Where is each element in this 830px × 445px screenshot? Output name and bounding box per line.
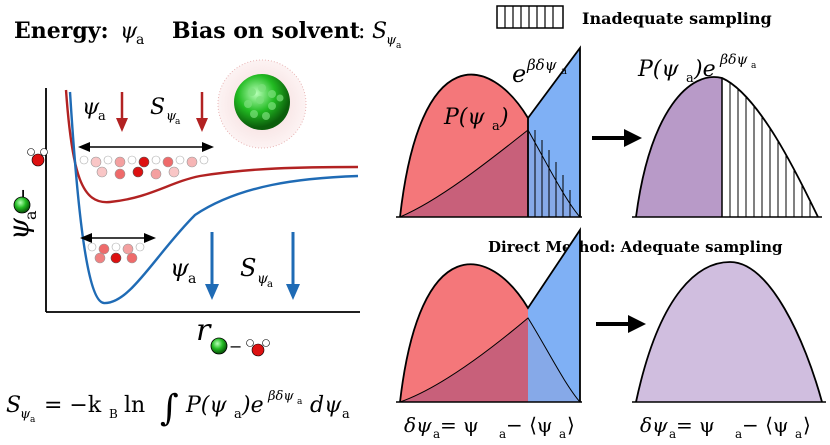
p-label: P(ψ	[443, 105, 485, 130]
bias-colon: :	[358, 19, 365, 44]
red-psi-label: ψ	[82, 95, 100, 120]
p-label-close: )	[499, 105, 509, 130]
blue-psi-sub: a	[188, 271, 196, 287]
lower-water-row	[87, 242, 145, 264]
top-left-hatching	[534, 130, 571, 217]
svg-text:δψ: δψ	[640, 413, 668, 437]
energy-label: Energy:	[14, 18, 109, 44]
formula-lhs: S	[6, 393, 21, 418]
formula-p: P(ψ	[185, 393, 227, 418]
formula-exp-sub: a	[297, 397, 303, 407]
formula-eq: = −k	[44, 393, 102, 418]
bias-subscript-a: a	[396, 41, 402, 51]
svg-text:a: a	[433, 427, 440, 441]
formula-p-close: )e	[241, 393, 264, 418]
exp-sup-sub: a	[561, 66, 567, 77]
svg-text:a: a	[559, 427, 566, 441]
reweighted-label-sup-sub: a	[751, 61, 757, 71]
svg-text:= ψ: = ψ	[676, 413, 715, 437]
bottom-left-distribution-panel	[396, 227, 582, 403]
reweighted-label-mid: )e	[693, 57, 716, 82]
overlap-area	[400, 130, 528, 217]
energy-symbol: ψ	[120, 19, 138, 44]
formula-p-sub: a	[234, 407, 242, 422]
bias-symbol: S	[372, 19, 387, 44]
svg-text:⟩: ⟩	[567, 413, 575, 437]
formula-lhs-sub2: a	[30, 415, 36, 425]
svg-text:− ⟨ψ: − ⟨ψ	[742, 413, 789, 437]
exp-label: e	[512, 60, 526, 88]
p-label-sub: a	[492, 119, 500, 134]
light-purple-area	[636, 262, 822, 402]
red-arrow-group: ψ a S ψ a	[82, 92, 208, 132]
x-axis-label: r −	[196, 313, 270, 357]
x-axis-symbol: r	[196, 313, 212, 348]
svg-text:a: a	[499, 427, 506, 441]
formula-d-sub: a	[342, 407, 350, 422]
y-axis-molecule-icon	[13, 148, 48, 214]
bottom-left-axis-label: δψ a = ψ a − ⟨ψ a ⟩	[404, 413, 575, 441]
legend-hatch-lines	[504, 6, 554, 28]
direct-method-label: Direct Method: Adequate sampling	[488, 238, 783, 256]
bottom-overlap-area	[400, 318, 528, 402]
exp-sup: βδψ	[526, 56, 557, 74]
upper-water-row	[79, 155, 209, 180]
bottom-right-distribution-panel	[632, 261, 826, 403]
y-axis-label: ψ a −	[2, 188, 40, 240]
formula-integral: ∫	[160, 388, 179, 429]
bias-subscript-psi: ψ	[386, 33, 397, 48]
lower-distance-arrow	[80, 233, 156, 243]
formula-d: dψ	[310, 393, 342, 418]
blue-arrow-group: ψ a S ψ a	[170, 232, 300, 300]
svg-text:= ψ: = ψ	[440, 413, 479, 437]
red-s-sub2: a	[175, 117, 181, 127]
svg-text:a: a	[669, 427, 676, 441]
red-s-sub1: ψ	[166, 109, 177, 124]
svg-text:δψ: δψ	[404, 413, 432, 437]
y-axis-subscript: a	[21, 210, 40, 220]
y-axis-symbol: ψ	[2, 217, 35, 240]
reweighted-label: P(ψ	[637, 57, 679, 82]
red-psi-sub: a	[98, 109, 106, 124]
top-left-distribution-panel: e βδψ a P(ψ a )	[396, 45, 582, 218]
bottom-right-axis-label: δψ a = ψ a − ⟨ψ a ⟩	[640, 413, 811, 441]
formula-kb-sub: B	[109, 407, 118, 421]
blue-potential-curve	[68, 91, 359, 305]
bias-formula: S ψ a = −k B ln ∫ P(ψ a )e βδψ a dψ a	[6, 388, 350, 429]
red-s-label: S	[150, 95, 165, 120]
blue-psi-label: ψ	[170, 254, 190, 282]
svg-text:− ⟨ψ: − ⟨ψ	[506, 413, 553, 437]
water-oxygen-icon-x	[251, 343, 265, 357]
legend: Inadequate sampling	[496, 5, 772, 29]
ion-icon-x	[210, 337, 228, 355]
red-potential-curve	[64, 89, 359, 204]
upper-distance-arrow	[78, 142, 214, 152]
reweighted-label-sup: βδψ	[719, 52, 749, 68]
energy-subscript: a	[136, 32, 144, 48]
blue-s-sub2: a	[267, 279, 273, 290]
svg-text:−: −	[229, 337, 242, 356]
svg-text:a: a	[795, 427, 802, 441]
header-title: Energy: ψ a Bias on solvent : S ψ a	[14, 18, 402, 51]
svg-text:a: a	[735, 427, 742, 441]
svg-text:⟩: ⟩	[803, 413, 811, 437]
blue-s-sub1: ψ	[257, 271, 269, 287]
potential-plot: ψ a − r − ψ a S ψ	[2, 59, 360, 357]
top-right-distribution-panel: P(ψ a )e βδψ a	[632, 52, 822, 218]
ion-icon	[13, 196, 31, 214]
purple-reweighted-area	[636, 77, 722, 217]
bias-label: Bias on solvent	[172, 18, 361, 44]
blue-s-label: S	[240, 254, 256, 282]
formula-exp: βδψ	[267, 389, 294, 404]
solvated-ion-image	[217, 59, 307, 149]
formula-lhs-sub1: ψ	[20, 407, 31, 422]
reweighted-label-sub: a	[686, 71, 694, 86]
formula-ln: ln	[124, 393, 145, 418]
legend-label: Inadequate sampling	[582, 9, 772, 28]
water-oxygen-icon	[31, 153, 45, 167]
